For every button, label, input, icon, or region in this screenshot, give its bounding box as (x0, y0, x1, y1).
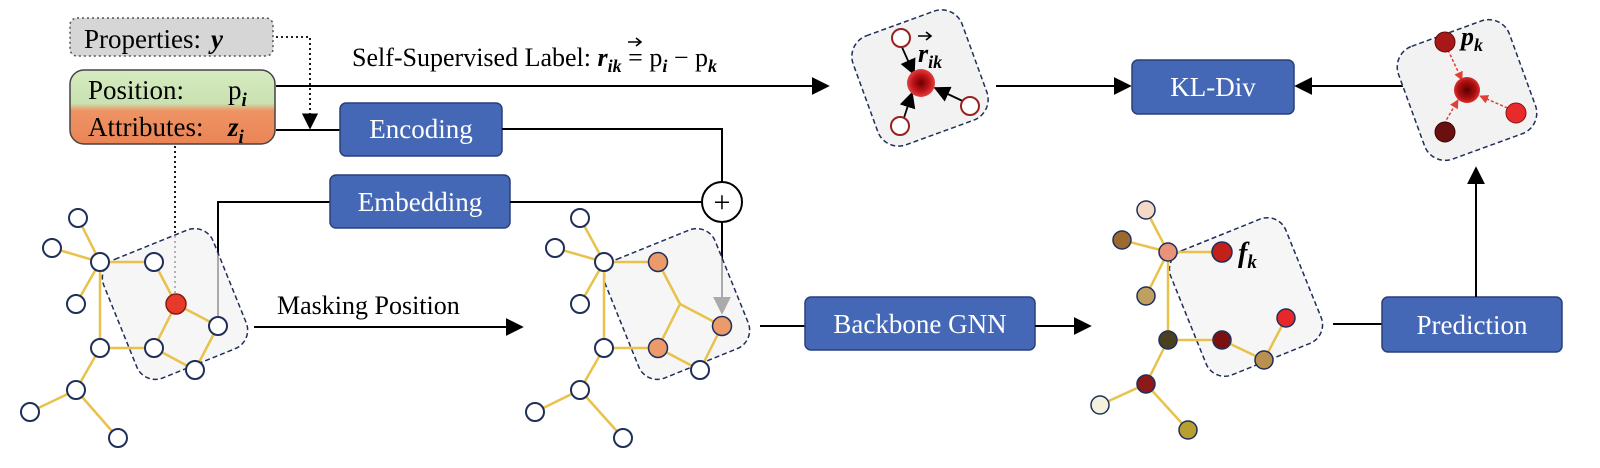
graph-node (1254, 350, 1274, 370)
vector-arrow-icon (918, 31, 933, 41)
graph-node (68, 208, 88, 228)
position-label: Position: (88, 75, 184, 105)
properties-symbol: y (208, 24, 224, 54)
graph-node (66, 380, 86, 400)
neighbor-node (890, 116, 910, 136)
masked-neighbor-node (647, 337, 669, 359)
masking-position-label: Masking Position (277, 291, 460, 320)
masked-neighbor-node (711, 315, 733, 337)
graph-node (1112, 230, 1132, 250)
graph-node (1136, 200, 1156, 220)
graph-node (66, 294, 86, 314)
attributes-subscript: i (239, 127, 245, 148)
neighbor-node (960, 96, 980, 116)
svg-text:Properties:y: Properties: y (84, 24, 224, 54)
vector-arrow-icon (628, 37, 643, 47)
plus-node: + (701, 181, 743, 223)
svg-text:Attributes:zi: Attributes: zi (88, 112, 245, 148)
attributes-label: Attributes: (88, 112, 204, 142)
graph-node (1090, 395, 1110, 415)
center-node (907, 69, 935, 97)
properties-dotted-connector (276, 36, 319, 130)
graph-node (1178, 420, 1198, 440)
graph-node (90, 252, 110, 272)
graph-node (570, 294, 590, 314)
graph-node (690, 360, 710, 380)
encoding-label: Encoding (369, 114, 472, 144)
graph-node (1136, 286, 1156, 306)
svg-text:Position:pi: Position: pi (88, 75, 248, 111)
masked-graph-highlight (603, 227, 751, 381)
center-node (1454, 77, 1480, 103)
encoding-to-plus-line (502, 128, 723, 183)
kl-div-label: KL-Div (1170, 72, 1256, 102)
prediction-box: Prediction (1381, 296, 1563, 353)
masked-graph (525, 208, 751, 448)
properties-label: Properties: (84, 24, 201, 54)
graph-node (42, 238, 62, 258)
graph-node (1276, 308, 1296, 328)
graph-node (108, 428, 128, 448)
masked-neighbor-node (647, 251, 669, 273)
graph-node (208, 316, 228, 336)
predicted-node (1434, 31, 1456, 53)
plus-symbol: + (714, 186, 731, 219)
graph-node (545, 238, 565, 258)
output-label: pk (1459, 22, 1483, 55)
self-supervised-label: Self-Supervised Label: rik = pi − pk (352, 43, 717, 76)
graph-node (185, 360, 205, 380)
graph-node (613, 428, 633, 448)
graph-node (144, 252, 164, 272)
input-graph (20, 208, 249, 448)
embedding-box: Embedding (329, 174, 511, 229)
predicted-node (1505, 102, 1527, 124)
graph-node (20, 402, 40, 422)
attributes-symbol: z (227, 112, 239, 142)
feature-label: fk (1238, 238, 1257, 273)
properties-box: Properties: y (69, 17, 274, 57)
prediction-label: Prediction (1417, 310, 1528, 340)
feature-node (1211, 241, 1233, 263)
graph-node (1136, 374, 1156, 394)
backbone-gnn-box: Backbone GNN (804, 296, 1036, 351)
target-label: rik (918, 39, 942, 72)
backbone-gnn-label: Backbone GNN (833, 309, 1006, 339)
kl-div-box: KL-Div (1131, 59, 1295, 115)
encoding-box: Encoding (339, 102, 503, 157)
output-distribution: pk (1396, 18, 1538, 162)
graph-node (570, 380, 590, 400)
position-symbol: p (228, 75, 242, 105)
graph-node (1158, 242, 1178, 262)
predicted-node (1434, 121, 1456, 143)
position-attributes-box: Position: pi Attributes: zi (69, 69, 276, 148)
position-subscript: i (242, 90, 248, 111)
neighbor-node (891, 28, 911, 48)
graph-node (1158, 330, 1178, 350)
embedding-label: Embedding (358, 187, 482, 217)
graph-node (144, 338, 164, 358)
target-distribution: rik (851, 9, 989, 147)
graph-node (570, 208, 590, 228)
graph-node (594, 252, 614, 272)
graph-node (90, 338, 110, 358)
graph-node (525, 402, 545, 422)
target-node (165, 293, 187, 315)
feature-graph: fk (1090, 200, 1324, 440)
graph-node (1212, 330, 1232, 350)
graph-node (594, 338, 614, 358)
